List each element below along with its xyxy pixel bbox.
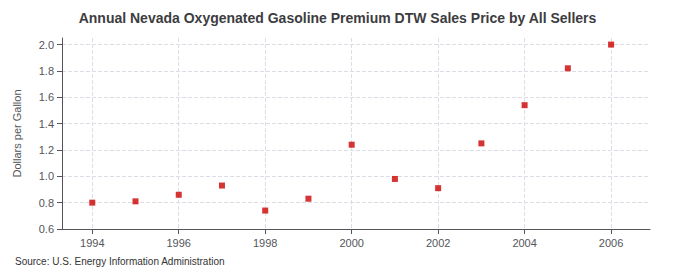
svg-text:1.2: 1.2 bbox=[39, 144, 54, 156]
svg-text:0.8: 0.8 bbox=[39, 197, 54, 209]
svg-text:1996: 1996 bbox=[166, 237, 190, 249]
svg-text:Annual Nevada Oxygenated Gasol: Annual Nevada Oxygenated Gasoline Premiu… bbox=[79, 10, 597, 26]
svg-text:Dollars per Gallon: Dollars per Gallon bbox=[11, 89, 23, 177]
svg-text:2006: 2006 bbox=[599, 237, 623, 249]
svg-text:1.4: 1.4 bbox=[39, 118, 54, 130]
svg-text:1.6: 1.6 bbox=[39, 91, 54, 103]
svg-text:2002: 2002 bbox=[426, 237, 450, 249]
svg-text:2000: 2000 bbox=[339, 237, 363, 249]
svg-text:Source: U.S. Energy Informatio: Source: U.S. Energy Information Administ… bbox=[15, 256, 225, 267]
svg-text:1994: 1994 bbox=[80, 237, 104, 249]
svg-text:2004: 2004 bbox=[512, 237, 536, 249]
svg-text:1.8: 1.8 bbox=[39, 65, 54, 77]
svg-text:1.0: 1.0 bbox=[39, 170, 54, 182]
svg-text:0.6: 0.6 bbox=[39, 223, 54, 235]
svg-text:2.0: 2.0 bbox=[39, 39, 54, 51]
svg-text:1998: 1998 bbox=[253, 237, 277, 249]
